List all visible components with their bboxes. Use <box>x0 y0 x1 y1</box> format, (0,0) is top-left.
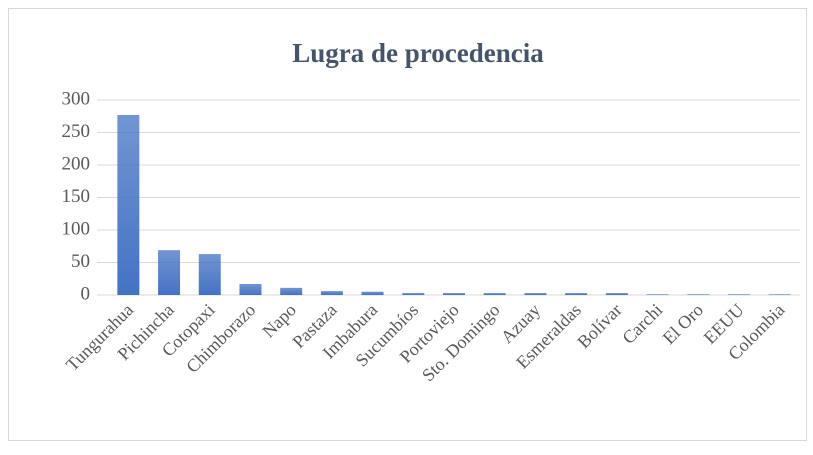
y-tick-label: 200 <box>62 153 91 174</box>
bar <box>727 294 750 295</box>
bar <box>565 293 588 295</box>
bar <box>443 293 465 295</box>
chart-border <box>8 8 807 441</box>
y-tick-label: 300 <box>62 88 91 109</box>
chart-title: Lugra de procedencia <box>292 38 544 68</box>
bar <box>605 293 628 295</box>
y-tick-label: 250 <box>62 121 91 142</box>
bar <box>687 294 710 295</box>
bar <box>280 287 303 295</box>
bar <box>483 293 506 295</box>
bar <box>198 254 221 295</box>
bar <box>524 293 547 295</box>
bar <box>646 294 669 295</box>
bar <box>402 293 425 295</box>
y-tick-label: 150 <box>62 186 91 207</box>
y-tick-label: 0 <box>81 283 91 304</box>
bar <box>320 291 343 295</box>
bar <box>239 283 262 295</box>
bar <box>361 291 384 295</box>
y-tick-label: 100 <box>62 218 91 239</box>
y-tick-label: 50 <box>71 251 90 272</box>
bar <box>768 294 791 295</box>
bar <box>117 114 140 295</box>
bar <box>158 250 181 295</box>
